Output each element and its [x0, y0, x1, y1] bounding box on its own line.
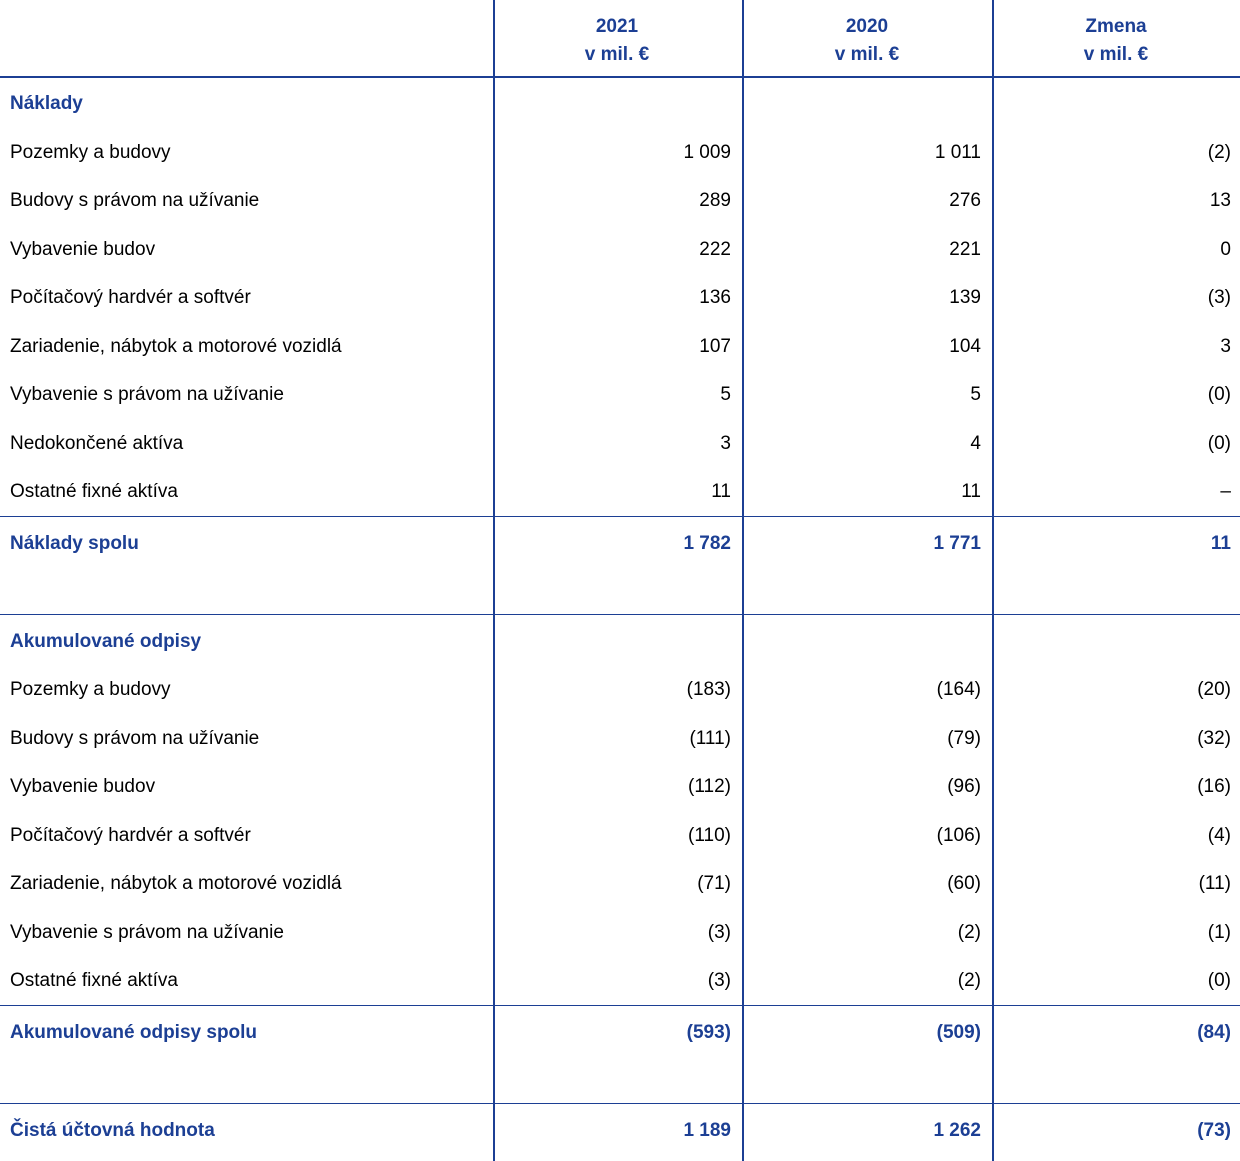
- row-label: Vybavenie s právom na užívanie: [10, 921, 284, 943]
- total-value: 11: [1210, 532, 1231, 554]
- section-title: Akumulované odpisy: [10, 630, 202, 652]
- total-value: (509): [936, 1021, 981, 1043]
- row-value: (183): [686, 679, 731, 700]
- row-label: Pozemky a budovy: [10, 141, 171, 163]
- row-value: (11): [1198, 873, 1231, 894]
- row-value: (3): [707, 970, 731, 991]
- total-label: Akumulované odpisy spolu: [10, 1021, 258, 1043]
- row-label: Zariadenie, nábytok a motorové vozidlá: [10, 873, 342, 894]
- row-value: 1 009: [683, 141, 731, 163]
- net-total-value: 1 262: [933, 1119, 981, 1141]
- row-value: 136: [699, 287, 731, 308]
- row-value: (0): [1207, 432, 1231, 454]
- rule: [0, 76, 1240, 78]
- row-value: –: [1220, 481, 1231, 502]
- row-value: 0: [1220, 238, 1231, 260]
- column-header: 2021: [595, 16, 639, 37]
- rule: [742, 0, 744, 1161]
- row-label: Zariadenie, nábytok a motorové vozidlá: [10, 335, 342, 357]
- row-value: (3): [707, 921, 731, 943]
- row-value: (2): [957, 921, 981, 943]
- row-value: (16): [1197, 776, 1231, 797]
- row-value: (0): [1207, 384, 1231, 405]
- row-value: (32): [1197, 727, 1231, 749]
- rule: [0, 1004, 1240, 1006]
- section-title: Náklady: [10, 93, 83, 114]
- row-label: Budovy s právom na užívanie: [10, 190, 260, 211]
- row-value: 11: [961, 481, 981, 502]
- row-label: Pozemky a budovy: [10, 679, 171, 700]
- net-total-label: Čistá účtovná hodnota: [10, 1119, 215, 1141]
- row-label: Počítačový hardvér a softvér: [10, 287, 251, 308]
- row-value: (106): [936, 824, 981, 846]
- rule: [0, 613, 1240, 615]
- row-value: (110): [688, 824, 731, 846]
- row-value: (79): [947, 727, 981, 749]
- rule: [992, 0, 994, 1161]
- row-value: 1 011: [934, 141, 981, 163]
- row-label: Budovy s právom na užívanie: [10, 727, 260, 749]
- row-value: (164): [936, 679, 981, 700]
- row-value: (20): [1197, 679, 1231, 700]
- row-value: 5: [720, 384, 731, 405]
- row-value: 3: [720, 432, 731, 454]
- total-value: 1 782: [683, 532, 731, 554]
- row-value: (0): [1207, 970, 1231, 991]
- row-value: (2): [957, 970, 981, 991]
- rule: [0, 1102, 1240, 1104]
- row-value: (60): [947, 873, 981, 894]
- column-header: v mil. €: [584, 44, 650, 65]
- row-label: Vybavenie budov: [10, 776, 156, 797]
- row-label: Vybavenie s právom na užívanie: [10, 384, 284, 405]
- row-value: 104: [949, 335, 981, 357]
- row-label: Ostatné fixné aktíva: [10, 481, 178, 502]
- net-total-value: 1 189: [683, 1119, 731, 1141]
- row-value: 4: [970, 432, 981, 454]
- row-label: Počítačový hardvér a softvér: [10, 824, 251, 846]
- row-value: (71): [697, 873, 731, 894]
- total-label: Náklady spolu: [10, 532, 139, 554]
- row-value: (96): [947, 776, 981, 797]
- row-value: 13: [1209, 190, 1231, 211]
- net-total-value: (73): [1197, 1119, 1231, 1141]
- rule: [493, 0, 495, 1161]
- column-header: Zmena: [1085, 16, 1147, 37]
- total-value: 1 771: [933, 532, 981, 554]
- column-header: 2020: [845, 16, 889, 37]
- row-value: (4): [1207, 824, 1231, 846]
- row-value: 5: [970, 384, 981, 405]
- column-header: v mil. €: [834, 44, 900, 65]
- row-value: 11: [711, 481, 731, 502]
- row-label: Ostatné fixné aktíva: [10, 970, 178, 991]
- row-value: 107: [699, 335, 731, 357]
- column-header: v mil. €: [1083, 44, 1149, 65]
- row-value: 3: [1220, 335, 1231, 357]
- rule: [0, 515, 1240, 517]
- row-value: 289: [699, 190, 731, 211]
- row-value: (111): [689, 727, 731, 749]
- row-value: (3): [1207, 287, 1231, 308]
- total-value: (84): [1197, 1021, 1231, 1043]
- total-value: (593): [686, 1021, 731, 1043]
- row-value: 221: [949, 238, 981, 260]
- row-value: (1): [1207, 921, 1231, 943]
- row-label: Vybavenie budov: [10, 238, 156, 260]
- row-value: (112): [688, 776, 731, 797]
- row-value: 276: [949, 190, 981, 211]
- row-value: 139: [949, 287, 981, 308]
- row-value: 222: [699, 238, 731, 260]
- row-value: (2): [1207, 141, 1231, 163]
- row-label: Nedokončené aktíva: [10, 432, 184, 454]
